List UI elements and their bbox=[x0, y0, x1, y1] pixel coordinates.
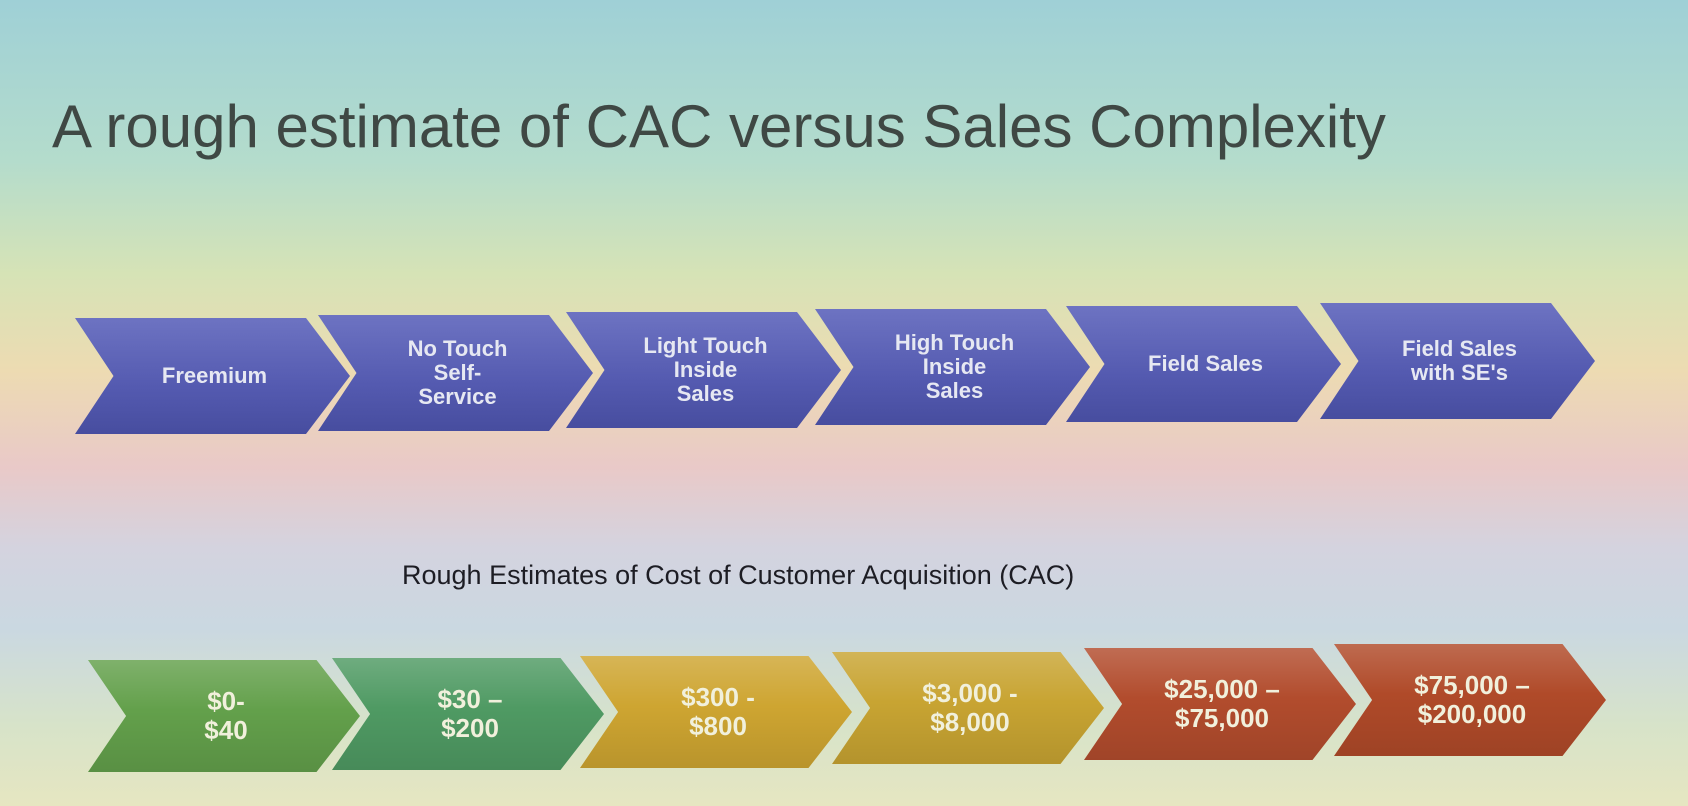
cost-chevron-field-sales: $25,000 – $75,000 bbox=[1084, 648, 1356, 760]
cost-label: $3,000 - $8,000 bbox=[922, 678, 1018, 737]
cost-label: $0- $40 bbox=[204, 686, 248, 745]
stage-chevron-high-touch: High Touch Inside Sales bbox=[815, 309, 1090, 425]
stage-label: Freemium bbox=[161, 362, 268, 388]
cost-chevron-field-sales-se: $75,000 – $200,000 bbox=[1334, 644, 1606, 756]
stage-chevron-light-touch: Light Touch Inside Sales bbox=[566, 312, 841, 428]
slide-title: A rough estimate of CAC versus Sales Com… bbox=[52, 93, 1386, 160]
stage-chevron-field-sales-se: Field Sales with SE's bbox=[1320, 303, 1595, 419]
stage-chevron-field-sales: Field Sales bbox=[1066, 306, 1341, 422]
stage-label: Field Sales bbox=[1148, 350, 1263, 376]
stage-label: Field Sales with SE's bbox=[1402, 335, 1517, 385]
cost-chevron-high-touch: $3,000 - $8,000 bbox=[832, 652, 1104, 764]
cost-chevron-no-touch: $30 – $200 bbox=[332, 658, 604, 770]
cost-label: $300 - $800 bbox=[681, 682, 755, 741]
stage-chevron-freemium: Freemium bbox=[75, 318, 350, 434]
cost-chevron-light-touch: $300 - $800 bbox=[580, 656, 852, 768]
cost-label: $25,000 – $75,000 bbox=[1164, 674, 1280, 733]
cost-label: $30 – $200 bbox=[437, 684, 503, 743]
stage-label: Light Touch Inside Sales bbox=[643, 332, 768, 407]
stage-label: High Touch Inside Sales bbox=[894, 329, 1015, 404]
cac-subtitle: Rough Estimates of Cost of Customer Acqu… bbox=[402, 560, 1075, 590]
cost-chevron-freemium: $0- $40 bbox=[88, 660, 360, 772]
stage-label: No Touch Self- Service bbox=[407, 335, 508, 410]
stage-chevron-no-touch: No Touch Self- Service bbox=[318, 315, 593, 431]
cost-label: $75,000 – $200,000 bbox=[1414, 670, 1530, 729]
